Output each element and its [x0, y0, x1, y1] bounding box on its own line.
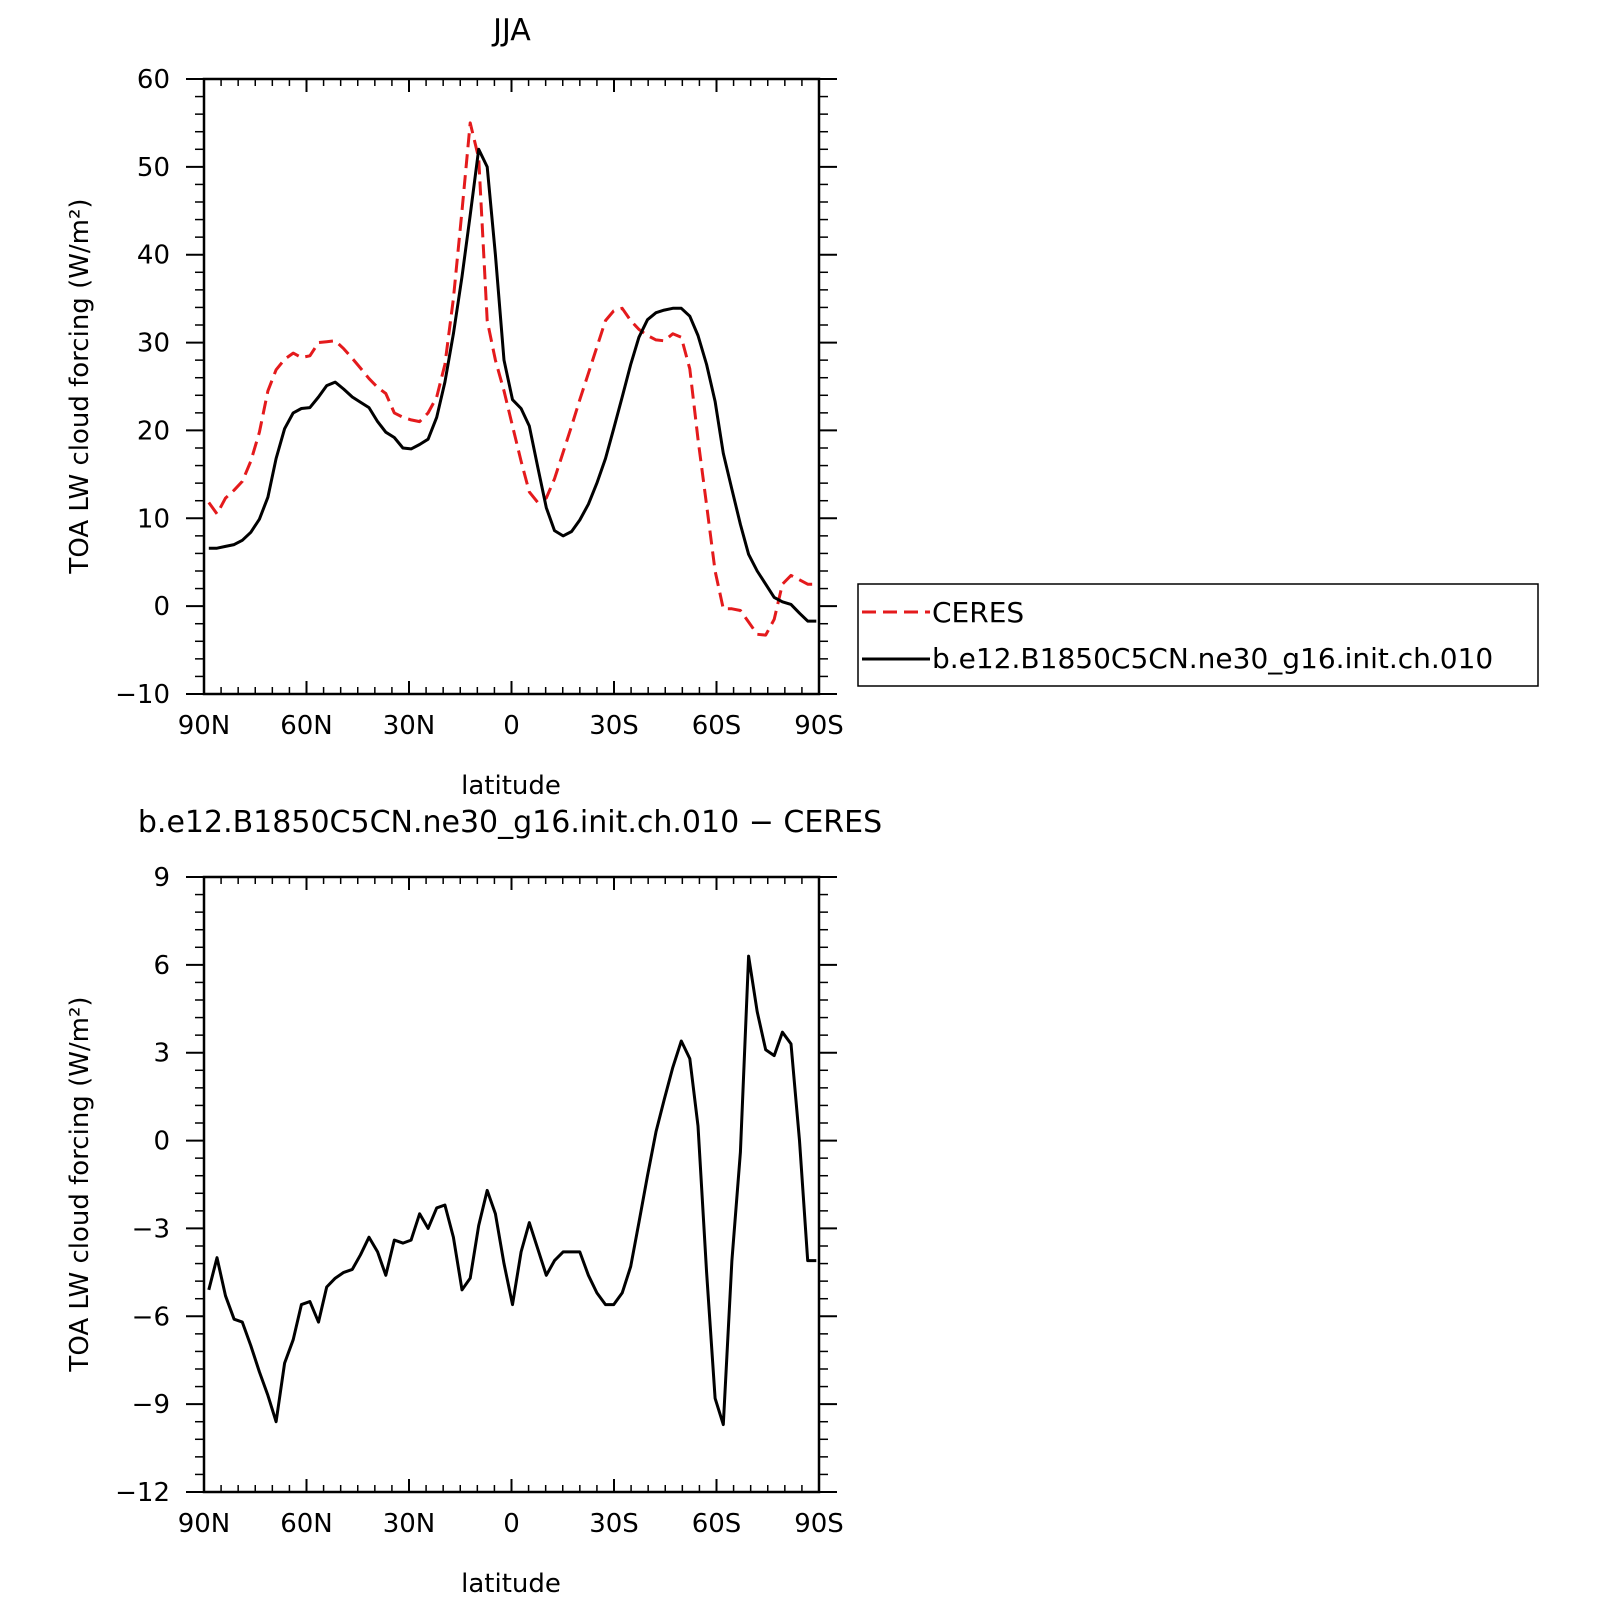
bottom-x-tick-label: 30S — [589, 1509, 639, 1539]
bottom-y-tick-label: 3 — [153, 1039, 170, 1069]
bottom-x-tick-label: 30N — [383, 1509, 436, 1539]
legend-model-label: b.e12.B1850C5CN.ne30_g16.init.ch.010 — [932, 642, 1493, 675]
bottom-plot-frame — [202, 875, 821, 1494]
bottom-series — [207, 954, 817, 1427]
top-plot-frame — [202, 77, 821, 696]
bottom-y-tick-label: 0 — [153, 1127, 170, 1157]
top-y-tick-label: 40 — [137, 241, 170, 271]
top-y-axis-label: TOA LW cloud forcing (W/m²) — [65, 198, 95, 574]
top-y-tick-label: 60 — [137, 65, 170, 95]
legend-frame — [857, 583, 1539, 687]
top-series — [207, 121, 817, 637]
bottom-x-tick-label: 60S — [692, 1509, 742, 1539]
top-x-tick-label: 60S — [692, 711, 742, 741]
top-x-tick-label: 90S — [794, 711, 844, 741]
legend: CERES b.e12.B1850C5CN.ne30_g16.init.ch.0… — [857, 583, 1539, 687]
bottom-x-tick-label: 90N — [178, 1509, 231, 1539]
bottom-y-tick-label: −3 — [132, 1214, 170, 1244]
top-x-tick-label: 60N — [280, 711, 333, 741]
top-x-tick-label: 30N — [383, 711, 436, 741]
top-y-tick-label: −10 — [115, 680, 170, 710]
top-series-line-ceres — [207, 121, 817, 637]
top-series-line-b-e12-b1850c5cn-ne30-g16-init-ch-010 — [208, 147, 817, 623]
top-chart: JJA 90N 60N 30N 0 30S 60S 90S−100102030405060 … — [65, 13, 844, 801]
bottom-x-tick-label: 60N — [280, 1509, 333, 1539]
legend-ceres-label: CERES — [932, 596, 1024, 629]
bottom-y-tick-label: 9 — [153, 863, 170, 893]
bottom-y-tick-label: −12 — [115, 1478, 170, 1508]
bottom-x-tick-label: 90S — [794, 1509, 844, 1539]
bottom-y-tick-label: −9 — [132, 1390, 170, 1420]
top-x-tick-label: 90N — [178, 711, 231, 741]
bottom-y-axis-label: TOA LW cloud forcing (W/m²) — [65, 996, 95, 1372]
top-chart-title: JJA — [491, 13, 531, 48]
top-x-axis-label: latitude — [461, 771, 561, 801]
top-ticks: 90N 60N 30N 0 30S 60S 90S −10 0 10 20 30 40 50 60 — [115, 65, 844, 741]
bottom-ticks: 90N 60N 30N 0 30S 60S 90S −12 −9 −6 −3 0 3 6 9 — [115, 863, 844, 1539]
bottom-x-axis-label: latitude — [461, 1569, 561, 1599]
bottom-series-line-difference — [207, 954, 817, 1427]
bottom-chart-title: b.e12.B1850C5CN.ne30_g16.init.ch.010 − C… — [138, 805, 882, 840]
top-y-tick-label: 10 — [137, 504, 170, 534]
bottom-chart: b.e12.B1850C5CN.ne30_g16.init.ch.010 − C… — [65, 805, 882, 1599]
top-y-tick-label: 30 — [137, 329, 170, 359]
top-y-tick-label: 0 — [153, 592, 170, 622]
bottom-y-tick-label: −6 — [132, 1302, 170, 1332]
bottom-x-tick-label: 0 — [503, 1509, 520, 1539]
top-x-tick-label: 30S — [589, 711, 639, 741]
top-y-tick-label: 20 — [137, 416, 170, 446]
top-y-tick-label: 50 — [137, 153, 170, 183]
top-x-tick-label: 0 — [503, 711, 520, 741]
bottom-y-tick-label: 6 — [153, 951, 170, 981]
